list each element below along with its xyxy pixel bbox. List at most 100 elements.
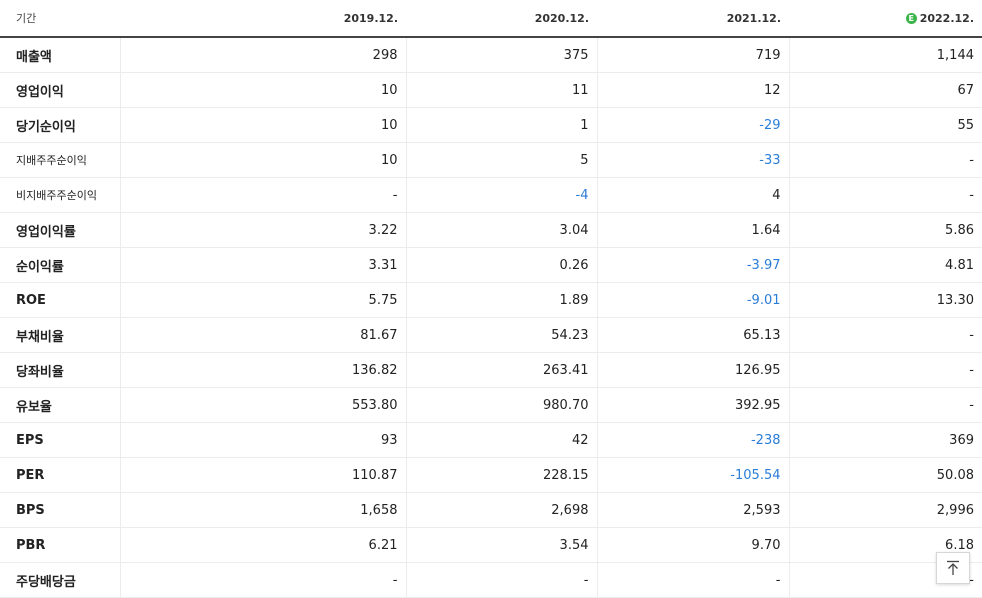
table-cell: 3.04 — [406, 212, 598, 248]
table-cell: 2,593 — [597, 492, 790, 528]
table-row: 당기순이익 10 1 -29 55 — [0, 107, 982, 143]
table-cell: 136.82 — [120, 352, 407, 388]
table-cell: 2,996 — [789, 492, 982, 528]
table-cell: 263.41 — [406, 352, 598, 388]
table-cell: 2,698 — [406, 492, 598, 528]
table-cell: -238 — [597, 422, 790, 458]
row-label: 주당배당금 — [0, 562, 121, 598]
table-cell: - — [789, 317, 982, 353]
table-cell: 110.87 — [120, 457, 407, 493]
table-cell: 10 — [120, 72, 407, 108]
table-cell: 11 — [406, 72, 598, 108]
table-cell: 13.30 — [789, 282, 982, 318]
row-label: BPS — [0, 492, 121, 528]
row-label: 비지배주주순이익 — [0, 177, 121, 213]
table-row: 유보율 553.80 980.70 392.95- — [0, 387, 982, 423]
table-cell: 6.21 — [120, 527, 407, 563]
table-cell: 369 — [789, 422, 982, 458]
table-cell: 12 — [597, 72, 790, 108]
table-cell: 55 — [789, 107, 982, 143]
table-cell: 5.75 — [120, 282, 407, 318]
table-row: 매출액 298 375 719 1,144 — [0, 37, 982, 73]
table-row: 비지배주주순이익 - -4 4- — [0, 177, 982, 213]
period-2022: E 2022.12. — [789, 0, 982, 38]
table-cell: 392.95 — [597, 387, 790, 423]
table-cell: - — [789, 387, 982, 423]
row-label: 부채비율 — [0, 317, 121, 353]
row-label: 매출액 — [0, 37, 121, 73]
scroll-to-top-button[interactable] — [936, 552, 970, 584]
table-cell: 42 — [406, 422, 598, 458]
period-label: 기간 — [0, 0, 120, 38]
table-cell: 5.86 — [789, 212, 982, 248]
table-cell: -33 — [597, 142, 790, 178]
table-cell: 93 — [120, 422, 407, 458]
table-row: PBR 6.21 3.54 9.70 6.18 — [0, 527, 982, 563]
table-row: 주당배당금 - - - - — [0, 562, 982, 598]
table-cell: 1 — [406, 107, 598, 143]
row-label: 유보율 — [0, 387, 121, 423]
table-cell: 375 — [406, 37, 598, 73]
table-cell: - — [120, 562, 407, 598]
table-cell: 5 — [406, 142, 598, 178]
row-label: 영업이익률 — [0, 212, 121, 248]
table-row: EPS 93 42 -238 369 — [0, 422, 982, 458]
table-cell: 81.67 — [120, 317, 407, 353]
row-label: 순이익률 — [0, 247, 121, 283]
table-cell: 3.54 — [406, 527, 598, 563]
arrow-up-to-top-icon — [947, 560, 959, 575]
row-label: ROE — [0, 282, 121, 318]
table-cell: 67 — [789, 72, 982, 108]
table-cell: 4 — [597, 177, 790, 213]
table-cell: 1.64 — [597, 212, 790, 248]
estimate-icon: E — [905, 12, 917, 24]
table-row: 영업이익률 3.22 3.04 1.64 5.86 — [0, 212, 982, 248]
table-cell: 9.70 — [597, 527, 790, 563]
table-cell: 126.95 — [597, 352, 790, 388]
table-cell: 3.22 — [120, 212, 407, 248]
row-label: 당좌비율 — [0, 352, 121, 388]
period-2021: 2021.12. — [597, 0, 789, 38]
table-cell: 0.26 — [406, 247, 598, 283]
table-row: 영업이익 10 11 12 67 — [0, 72, 982, 108]
table-cell: 1,144 — [789, 37, 982, 73]
period-2020: 2020.12. — [406, 0, 597, 38]
table-cell: - — [597, 562, 790, 598]
table-cell: 719 — [597, 37, 790, 73]
table-body: 매출액 298 375 719 1,144 영업이익 10 11 12 67 당기순이익 10 1 -29… — [0, 37, 982, 598]
row-label: PER — [0, 457, 121, 493]
table-cell: - — [120, 177, 407, 213]
table-cell: 228.15 — [406, 457, 598, 493]
table-cell: 553.80 — [120, 387, 407, 423]
table-cell: -105.54 — [597, 457, 790, 493]
table-cell: - — [789, 177, 982, 213]
table-cell: 298 — [120, 37, 407, 73]
period-2022-label: 2022.12. — [919, 11, 974, 25]
table-cell: 4.81 — [789, 247, 982, 283]
table-row: 부채비율 81.67 54.23 65.13- — [0, 317, 982, 353]
table-cell: 10 — [120, 107, 407, 143]
table-cell: - — [789, 352, 982, 388]
table-cell: 1.89 — [406, 282, 598, 318]
table-row: 당좌비율 136.82 263.41 126.95- — [0, 352, 982, 388]
row-label: PBR — [0, 527, 121, 563]
table-cell: 10 — [120, 142, 407, 178]
table-cell: -9.01 — [597, 282, 790, 318]
table-cell: - — [406, 562, 598, 598]
table-cell: -3.97 — [597, 247, 790, 283]
table-row: PER 110.87 228.15 -105.54 50.08 — [0, 457, 982, 493]
period-2019: 2019.12. — [120, 0, 406, 38]
table-row: 순이익률 3.31 0.26 -3.97 4.81 — [0, 247, 982, 283]
table-cell: 50.08 — [789, 457, 982, 493]
table-cell: 65.13 — [597, 317, 790, 353]
row-label: 지배주주순이익 — [0, 142, 121, 178]
table-header-row: 기간 2019.12. 2020.12. 2021.12. E 2022.12. — [0, 0, 982, 38]
row-label: 당기순이익 — [0, 107, 121, 143]
table-cell: 54.23 — [406, 317, 598, 353]
table-cell: -4 — [406, 177, 598, 213]
row-label: 영업이익 — [0, 72, 121, 108]
row-label: EPS — [0, 422, 121, 458]
table-row: ROE 5.75 1.89 -9.01 13.30 — [0, 282, 982, 318]
